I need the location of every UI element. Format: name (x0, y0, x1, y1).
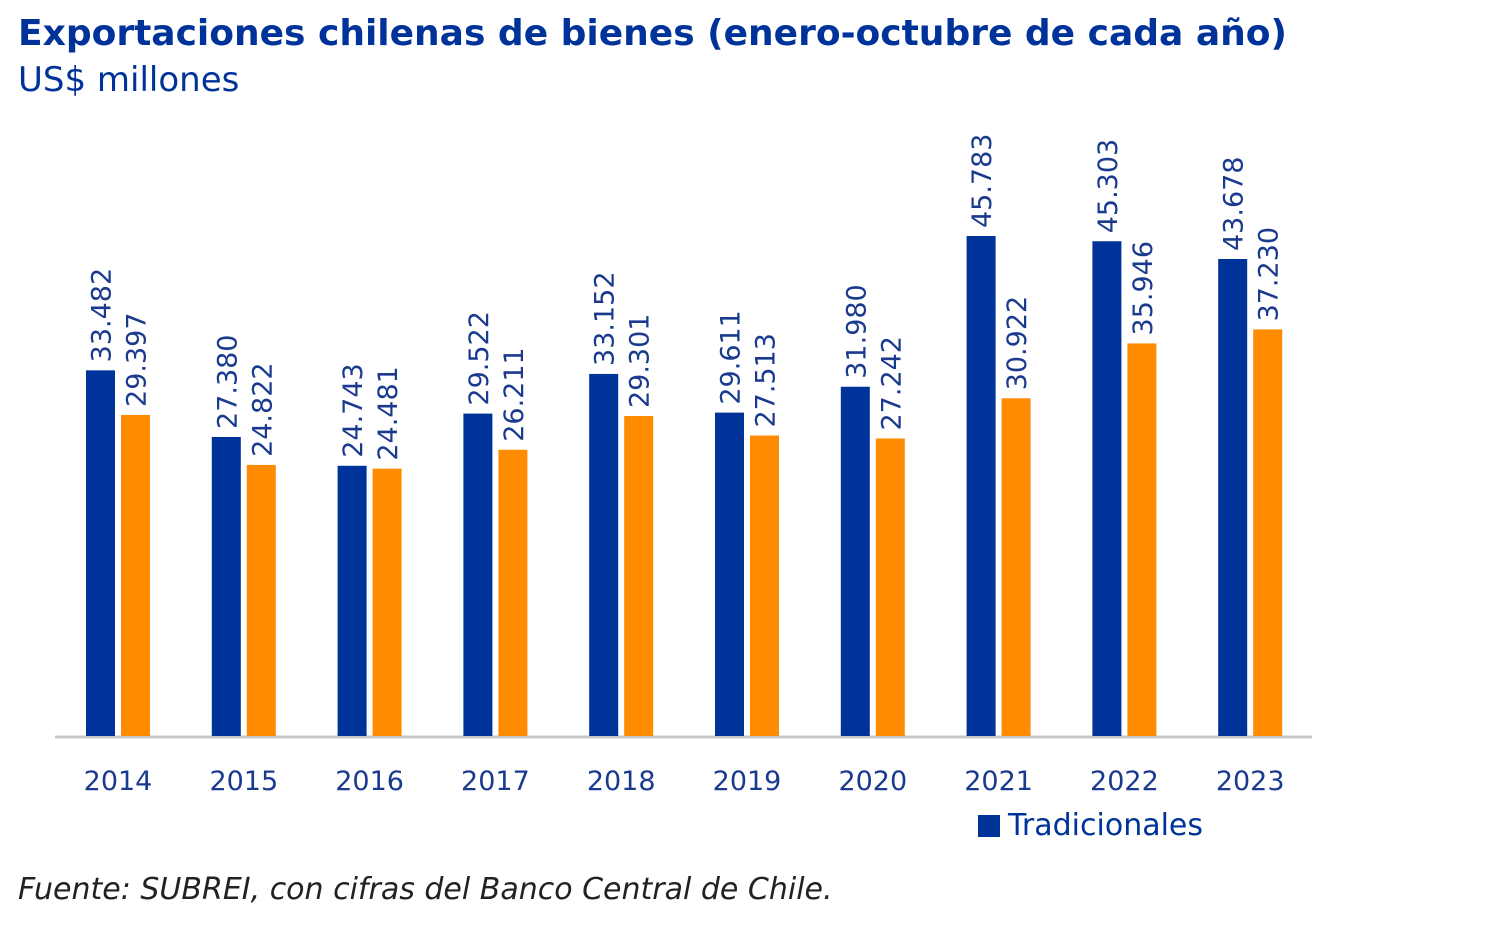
x-tick-label-2015: 2015 (209, 766, 278, 797)
bar-2021-series-0 (966, 236, 996, 736)
bar-2022-series-0 (1092, 241, 1122, 736)
data-label-2019-series-0: 29.611 (716, 310, 747, 404)
x-tick-label-2019: 2019 (713, 766, 782, 797)
bar-2022-series-1 (1127, 343, 1157, 736)
chart-title: Exportaciones chilenas de bienes (enero-… (18, 13, 1287, 54)
bar-2015-series-1 (246, 464, 276, 736)
bar-2018-series-1 (624, 416, 654, 736)
x-tick-label-2020: 2020 (838, 766, 907, 797)
bar-2020-series-0 (840, 386, 870, 736)
data-label-2014-series-0: 33.482 (87, 268, 118, 362)
source-note: Fuente: SUBREI, con cifras del Banco Cen… (18, 872, 833, 907)
data-label-2016-series-0: 24.743 (338, 363, 369, 457)
bar-2015-series-0 (211, 436, 241, 736)
data-label-2020-series-0: 31.980 (841, 284, 872, 378)
data-label-2018-series-1: 29.301 (625, 314, 656, 408)
data-label-2021-series-1: 30.922 (1002, 296, 1033, 390)
bar-2014-series-1 (121, 414, 150, 736)
bar-2016-series-0 (337, 465, 367, 736)
x-tick-label-2023: 2023 (1216, 766, 1285, 797)
data-label-2017-series-1: 26.211 (499, 347, 530, 441)
data-label-2022-series-1: 35.946 (1128, 241, 1159, 335)
bar-2021-series-1 (1001, 398, 1031, 736)
x-tick-label-2021: 2021 (964, 766, 1033, 797)
bar-2019-series-0 (715, 412, 744, 736)
data-label-2021-series-0: 45.783 (967, 134, 998, 228)
bar-2017-series-1 (498, 449, 528, 736)
data-label-2023-series-1: 37.230 (1254, 227, 1285, 321)
bar-2023-series-1 (1253, 329, 1283, 736)
bar-2019-series-1 (750, 435, 779, 736)
x-tick-label-2016: 2016 (335, 766, 404, 797)
bar-2017-series-0 (463, 413, 493, 736)
data-label-2015-series-0: 27.380 (212, 334, 243, 428)
data-label-2015-series-1: 24.822 (247, 362, 278, 456)
x-tick-label-2022: 2022 (1090, 766, 1159, 797)
legend: Tradicionales (978, 808, 1203, 843)
x-tick-label-2014: 2014 (84, 766, 153, 797)
bar-2018-series-0 (589, 373, 619, 736)
legend-swatch-tradicionales (978, 814, 1000, 837)
x-tick-label-2018: 2018 (587, 766, 656, 797)
x-tick-label-2017: 2017 (461, 766, 530, 797)
data-label-2022-series-0: 45.303 (1093, 139, 1124, 233)
data-label-2018-series-0: 33.152 (590, 271, 621, 365)
bar-2014-series-0 (86, 370, 115, 736)
data-label-2023-series-0: 43.678 (1219, 157, 1250, 251)
data-label-2016-series-1: 24.481 (373, 366, 404, 460)
data-label-2014-series-1: 29.397 (122, 312, 153, 406)
bar-2020-series-1 (875, 438, 905, 736)
chart-subtitle: US$ millones (18, 60, 240, 100)
bar-2016-series-1 (372, 468, 402, 736)
data-label-2017-series-0: 29.522 (464, 311, 495, 405)
data-label-2019-series-1: 27.513 (751, 333, 782, 427)
bar-2023-series-0 (1218, 258, 1248, 736)
data-label-2020-series-1: 27.242 (876, 336, 907, 430)
legend-label-tradicionales: Tradicionales (1008, 808, 1204, 843)
